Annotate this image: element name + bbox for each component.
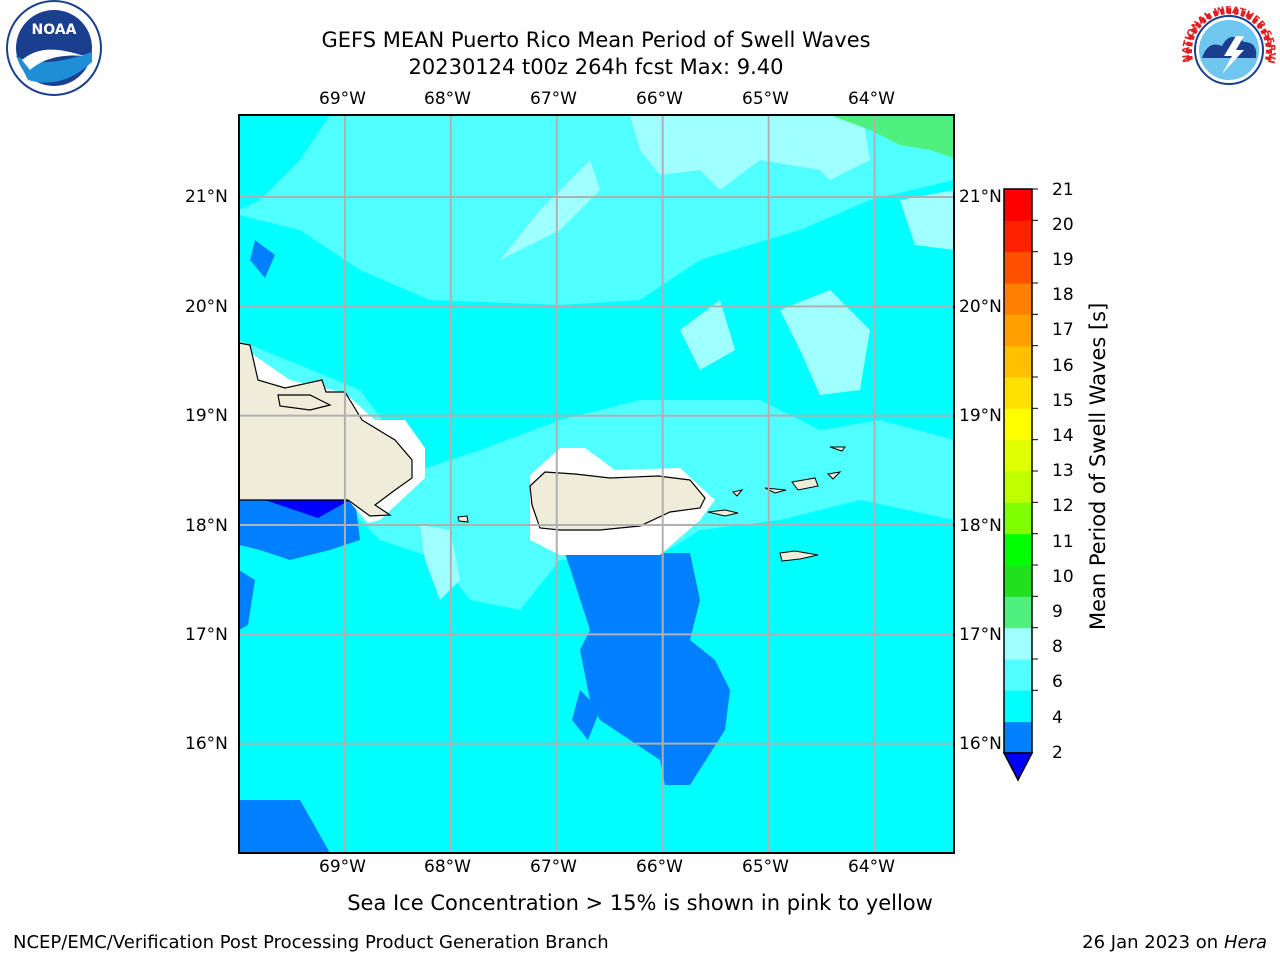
lat-tick-left: 19°N xyxy=(185,406,228,426)
colorbar-segment xyxy=(1004,471,1032,503)
colorbar-tick-label: 11 xyxy=(1052,532,1074,552)
colorbar-tick-label: 10 xyxy=(1052,567,1074,587)
nws-logo: NATIONAL WEATHER SERVICE xyxy=(1178,0,1277,96)
lon-tick-bottom: 68°W xyxy=(424,857,471,877)
lon-tick-bottom: 64°W xyxy=(848,857,895,877)
colorbar-tick-label: 16 xyxy=(1052,356,1074,376)
colorbar-segment xyxy=(1004,408,1032,441)
colorbar-segment xyxy=(1004,439,1032,472)
colorbar-segment xyxy=(1004,659,1032,691)
colorbar-tick-label: 8 xyxy=(1052,637,1063,657)
colorbar-tick-label: 21 xyxy=(1052,180,1074,200)
colorbar-segment xyxy=(1004,220,1032,253)
colorbar-segment xyxy=(1004,627,1032,660)
colorbar-label: Mean Period of Swell Waves [s] xyxy=(1086,302,1110,630)
lat-tick-left: 17°N xyxy=(185,625,228,645)
colorbar-tick-label: 17 xyxy=(1052,320,1074,340)
colorbar-tick-label: 4 xyxy=(1052,708,1063,728)
colorbar-tick-label: 20 xyxy=(1052,215,1074,235)
lat-tick-right: 21°N xyxy=(959,187,1002,207)
lon-tick-top: 68°W xyxy=(424,89,471,109)
lon-tick-top: 69°W xyxy=(319,89,366,109)
lat-tick-right: 19°N xyxy=(959,406,1002,426)
colorbar-segment xyxy=(1004,690,1032,723)
map-frame xyxy=(238,114,955,854)
colorbar-segment xyxy=(1004,314,1032,347)
sea-ice-note: Sea Ice Concentration > 15% is shown in … xyxy=(347,891,933,915)
run-date: 26 Jan 2023 on Hera xyxy=(1082,932,1267,953)
lon-tick-bottom: 69°W xyxy=(319,857,366,877)
lat-tick-right: 16°N xyxy=(959,734,1002,754)
noaa-logo-text: NOAA xyxy=(32,22,77,38)
swell-period-field xyxy=(239,115,954,853)
lat-tick-right: 17°N xyxy=(959,625,1002,645)
colorbar-tick-label: 18 xyxy=(1052,285,1074,305)
colorbar xyxy=(1002,188,1038,782)
lat-tick-right: 20°N xyxy=(959,297,1002,317)
colorbar-tick-label: 14 xyxy=(1052,426,1074,446)
colorbar-segment xyxy=(1004,345,1032,378)
machine-name: Hera xyxy=(1223,932,1267,953)
colorbar-segment xyxy=(1004,721,1032,754)
colorbar-segment xyxy=(1004,189,1032,221)
colorbar-tick-label: 13 xyxy=(1052,461,1074,481)
colorbar-tick-label: 2 xyxy=(1052,743,1063,763)
lon-tick-bottom: 66°W xyxy=(636,857,683,877)
colorbar-tick-label: 9 xyxy=(1052,602,1063,622)
colorbar-tick-label: 15 xyxy=(1052,391,1074,411)
lat-tick-left: 20°N xyxy=(185,297,228,317)
colorbar-frame xyxy=(1003,188,1033,754)
run-date-text: 26 Jan 2023 on xyxy=(1082,932,1224,953)
colorbar-under-extend xyxy=(1002,752,1034,782)
colorbar-tick-label: 19 xyxy=(1052,250,1074,270)
map-gridlines xyxy=(239,115,954,853)
branch-credit: NCEP/EMC/Verification Post Processing Pr… xyxy=(13,932,609,953)
colorbar-segment xyxy=(1004,283,1032,315)
colorbar-segment xyxy=(1004,377,1032,409)
lon-tick-bottom: 65°W xyxy=(742,857,789,877)
chart-title-line2: 20230124 t00z 264h fcst Max: 9.40 xyxy=(408,55,784,79)
lon-tick-bottom: 67°W xyxy=(530,857,577,877)
lat-tick-left: 18°N xyxy=(185,516,228,536)
chart-title-line1: GEFS MEAN Puerto Rico Mean Period of Swe… xyxy=(321,28,871,52)
lat-tick-left: 16°N xyxy=(185,734,228,754)
colorbar-tick-label: 6 xyxy=(1052,672,1063,692)
lon-tick-top: 66°W xyxy=(636,89,683,109)
lon-tick-top: 65°W xyxy=(742,89,789,109)
colorbar-segment xyxy=(1004,533,1032,566)
lat-tick-left: 21°N xyxy=(185,187,228,207)
colorbar-segment xyxy=(1004,565,1032,597)
lon-tick-top: 64°W xyxy=(848,89,895,109)
colorbar-segment xyxy=(1004,502,1032,535)
lon-tick-top: 67°W xyxy=(530,89,577,109)
lat-tick-right: 18°N xyxy=(959,516,1002,536)
colorbar-tick-label: 12 xyxy=(1052,496,1074,516)
noaa-logo: NOAA xyxy=(6,0,102,96)
colorbar-segment xyxy=(1004,596,1032,629)
colorbar-segment xyxy=(1004,251,1032,284)
